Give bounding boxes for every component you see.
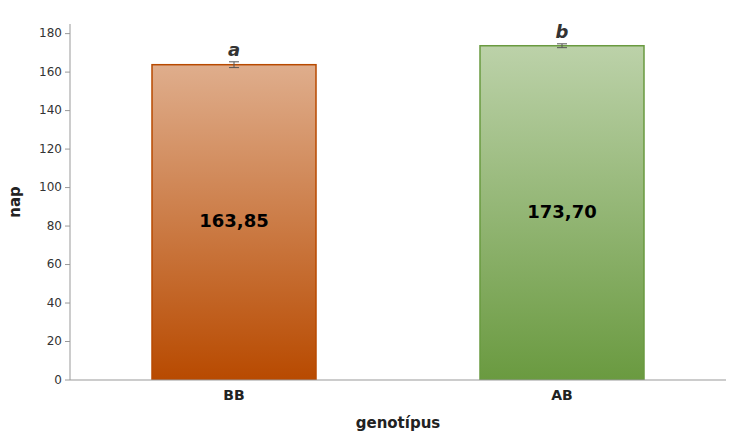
y-tick [65,187,70,188]
y-tick-label: 60 [47,257,62,271]
data-label: 173,70 [527,201,596,222]
data-label: 163,85 [199,210,268,231]
significance-label: b [556,21,569,42]
error-bar [229,62,239,68]
x-axis-title: genotípus [356,414,441,432]
x-axis: BB AB [70,380,726,403]
y-tick-label: 40 [47,296,62,310]
bar [480,46,644,380]
y-tick-label: 100 [39,180,62,194]
y-axis: 0 20 40 60 80 100 120 140 160 180 [39,24,70,387]
chart: 0 20 40 60 80 100 120 140 160 180 BB AB 163,85 173,70… [0,0,750,444]
y-tick [65,341,70,342]
error-bars [229,44,567,68]
y-axis-line [70,24,71,380]
x-tick-label: BB [223,387,244,403]
data-labels: 163,85 173,70 a b [199,21,596,232]
x-axis-line [70,380,726,381]
bar [152,65,316,380]
y-tick [65,33,70,34]
y-tick [65,149,70,150]
x-tick-label: AB [551,387,573,403]
y-tick-label: 120 [39,142,62,156]
y-tick-label: 180 [39,26,62,40]
y-tick-label: 160 [39,65,62,79]
y-tick [65,264,70,265]
bars [152,46,644,380]
y-tick [65,110,70,111]
y-tick-label: 20 [47,334,62,348]
y-tick [65,303,70,304]
significance-label: a [228,39,240,60]
y-axis-title: nap [6,186,24,218]
y-tick-label: 0 [54,373,62,387]
y-tick-label: 80 [47,219,62,233]
y-tick [65,72,70,73]
y-tick [65,226,70,227]
chart-container: 0 20 40 60 80 100 120 140 160 180 BB AB 163,85 173,70… [0,0,750,444]
y-tick-label: 140 [39,103,62,117]
error-bar [557,44,567,48]
y-tick [65,380,70,381]
